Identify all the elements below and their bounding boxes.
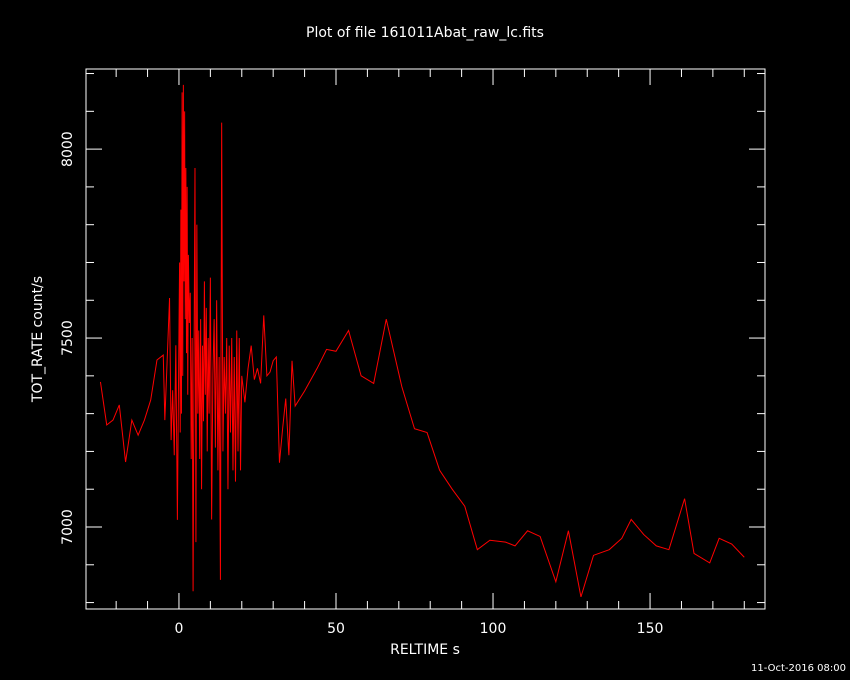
y-tick-label: 7000: [60, 509, 76, 545]
x-tick-label: 150: [637, 621, 664, 637]
x-tick-label: 50: [327, 621, 345, 637]
x-axis-label: RELTIME s: [390, 642, 460, 658]
y-tick-label: 8000: [60, 131, 76, 167]
x-tick-label: 0: [175, 621, 184, 637]
y-axis-label: TOT_RATE count/s: [30, 276, 46, 403]
data-line: [99, 84, 745, 598]
x-tick-label: 100: [480, 621, 507, 637]
plot-frame: [85, 68, 766, 610]
footer: 11-Oct-2016 08:00: [751, 663, 846, 674]
chart-title: Plot of file 161011Abat_raw_lc.fits: [306, 25, 544, 41]
y-tick-label: 7500: [60, 320, 76, 356]
